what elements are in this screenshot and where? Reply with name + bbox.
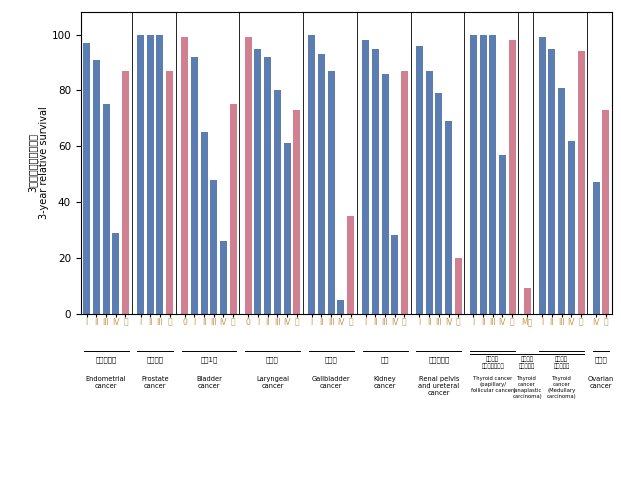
Bar — [445, 121, 452, 314]
Text: Laryngeal
cancer: Laryngeal cancer — [256, 376, 289, 390]
Bar — [147, 35, 154, 314]
Bar — [391, 236, 398, 314]
Bar — [499, 154, 506, 314]
Y-axis label: 3年相対生存率（％）
3-year relative survival: 3年相対生存率（％） 3-year relative survival — [27, 106, 48, 220]
Bar — [230, 104, 237, 314]
Text: Thyroid cancer
(papillary/
follicular cancer): Thyroid cancer (papillary/ follicular ca… — [471, 376, 515, 393]
Text: 子宮内膜癢: 子宮内膜癢 — [96, 357, 117, 364]
Text: 卵巣癢: 卵巣癢 — [594, 357, 607, 364]
Bar — [602, 110, 609, 314]
Bar — [122, 71, 129, 314]
Bar — [578, 51, 584, 314]
Bar — [479, 35, 486, 314]
Text: 甲状腺癢
（乳頭濃胞癢）: 甲状腺癢 （乳頭濃胞癢） — [481, 357, 504, 369]
Bar — [416, 46, 423, 314]
Bar — [509, 40, 515, 314]
Text: Thyroid
cancer
(anaplastic
carcinoma): Thyroid cancer (anaplastic carcinoma) — [512, 376, 542, 399]
Bar — [318, 54, 325, 314]
Bar — [435, 93, 442, 314]
Bar — [308, 35, 315, 314]
Bar — [558, 88, 565, 314]
Text: 喉頭癢: 喉頭癢 — [266, 357, 279, 364]
Bar — [264, 57, 271, 314]
Bar — [102, 104, 109, 314]
Text: 腾盂尿管癢: 腾盂尿管癢 — [428, 357, 450, 364]
Bar — [220, 241, 227, 314]
Bar — [538, 37, 546, 314]
Bar — [470, 35, 477, 314]
Bar — [568, 141, 575, 314]
Text: 前立腺癢: 前立腺癢 — [147, 357, 163, 364]
Bar — [255, 49, 261, 314]
Bar — [401, 71, 408, 314]
Bar — [112, 233, 119, 314]
Bar — [93, 60, 100, 314]
Text: Kidney
cancer: Kidney cancer — [374, 376, 396, 390]
Text: Gallbladder
cancer: Gallbladder cancer — [312, 376, 350, 390]
Text: Endometrial
cancer: Endometrial cancer — [86, 376, 126, 390]
Bar — [372, 49, 379, 314]
Text: 膚耦1癢: 膚耦1癢 — [201, 357, 217, 364]
Bar — [245, 37, 252, 314]
Bar — [83, 43, 90, 314]
Bar — [489, 35, 496, 314]
Bar — [362, 40, 369, 314]
Text: Renal pelvis
and ureteral
cancer: Renal pelvis and ureteral cancer — [419, 376, 460, 396]
Bar — [191, 57, 198, 314]
Text: Prostate
cancer: Prostate cancer — [141, 376, 169, 390]
Bar — [524, 289, 531, 314]
Bar — [137, 35, 144, 314]
Bar — [347, 216, 354, 314]
Bar — [166, 71, 173, 314]
Text: 甲状腺癢
（髖様癢）: 甲状腺癢 （髖様癢） — [553, 357, 569, 369]
Bar — [156, 35, 163, 314]
Text: 胆囊癢: 胆囊癢 — [325, 357, 338, 364]
Bar — [211, 180, 217, 314]
Bar — [455, 258, 462, 314]
Bar — [181, 37, 188, 314]
Text: Bladder
cancer: Bladder cancer — [196, 376, 222, 390]
Bar — [201, 132, 207, 314]
Bar — [381, 74, 389, 314]
Bar — [284, 144, 291, 314]
Bar — [328, 71, 335, 314]
Bar — [337, 300, 345, 314]
Text: 甲状腺癢
（未分化）: 甲状腺癢 （未分化） — [519, 357, 535, 369]
Bar — [592, 182, 599, 314]
Text: Thyroid
cancer
(Medullary
carcinoma): Thyroid cancer (Medullary carcinoma) — [546, 376, 576, 399]
Bar — [274, 90, 281, 314]
Text: 腾癢: 腾癢 — [381, 357, 389, 364]
Bar — [548, 49, 555, 314]
Bar — [425, 71, 433, 314]
Bar — [293, 110, 300, 314]
Text: Ovarian
cancer: Ovarian cancer — [588, 376, 614, 390]
